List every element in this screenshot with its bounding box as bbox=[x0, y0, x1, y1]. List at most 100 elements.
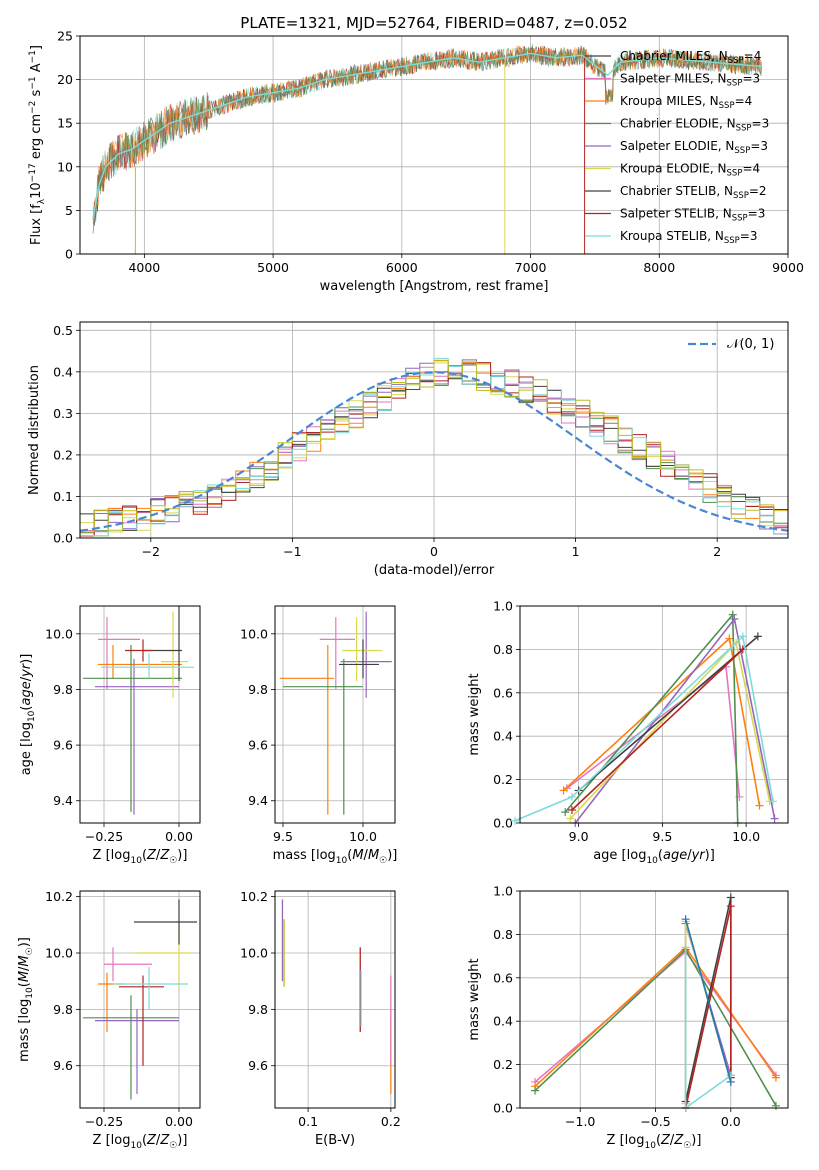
point-marker bbox=[559, 786, 568, 795]
y-tick-label: 10.0 bbox=[45, 626, 73, 641]
y-tick-label: 10.2 bbox=[240, 889, 268, 904]
x-tick-label: 1 bbox=[572, 544, 580, 559]
axes-frame bbox=[79, 605, 201, 824]
x-tick-label: 7000 bbox=[515, 260, 547, 275]
x-axis-label: mass [log10(M/M☉)] bbox=[273, 848, 398, 866]
series-line-7 bbox=[571, 648, 744, 811]
y-tick-label: 0.5 bbox=[53, 323, 73, 338]
y-axis-label: age [log10(age/yr)] bbox=[19, 654, 37, 776]
y-tick-label: 0.6 bbox=[493, 970, 513, 985]
mass-vs-ebv-panel: 0.1 0.2 9.6 9.8 10.0 10.2 E(B-V) bbox=[240, 889, 401, 1148]
legend-label: Chabrier MILES, NSSP=4 bbox=[620, 49, 761, 66]
x-tick-label: 6000 bbox=[386, 260, 418, 275]
y-tick-label: 0 bbox=[65, 247, 73, 262]
series-line-9 bbox=[684, 918, 732, 1083]
x-tick-label: 10.0 bbox=[732, 829, 760, 844]
y-tick-label: 0.4 bbox=[493, 729, 513, 744]
x-tick-label: 9.0 bbox=[569, 829, 589, 844]
x-tick-label: −0.25 bbox=[85, 1114, 123, 1129]
x-tick-label: 8000 bbox=[643, 260, 675, 275]
x-tick-label: 2 bbox=[713, 544, 721, 559]
series-line-8 bbox=[684, 947, 732, 1110]
histogram-panel: −2 −1 0 1 2 0.0 0.1 0.2 0.3 0.4 0.5 𝒩(0, 1) (data-mo… bbox=[27, 321, 789, 578]
y-tick-label: 10 bbox=[57, 159, 73, 174]
point-marker bbox=[730, 615, 739, 624]
y-tick-label: 9.4 bbox=[248, 793, 268, 808]
y-tick-label: 15 bbox=[57, 116, 73, 131]
spectrum-legend: Chabrier MILES, NSSP=4 Salpeter MILES, NS… bbox=[585, 49, 769, 246]
y-tick-label: 9.6 bbox=[53, 738, 73, 753]
x-tick-label: −1 bbox=[283, 544, 301, 559]
y-axis-label: Normed distribution bbox=[27, 365, 42, 495]
point-marker bbox=[725, 634, 734, 643]
mass-weight-vs-z-panel: −1.0 −0.5 0.0 0.0 0.2 0.4 0.6 0.8 1.0 Z [log10(Z/… bbox=[467, 884, 789, 1151]
point-marker bbox=[567, 792, 576, 801]
age-vs-mass-panel: 9.5 10.0 9.4 9.6 9.8 10.0 mass [log10(M/M☉)] bbox=[240, 605, 398, 866]
y-tick-label: 0.0 bbox=[493, 816, 513, 831]
point-marker bbox=[567, 805, 576, 814]
point-marker bbox=[755, 801, 764, 810]
x-tick-label: 0.00 bbox=[165, 829, 193, 844]
y-axis-label: mass weight bbox=[467, 673, 482, 755]
y-tick-label: 5 bbox=[65, 203, 73, 218]
y-tick-label: 0.2 bbox=[493, 772, 513, 787]
y-tick-label: 10.0 bbox=[240, 626, 268, 641]
legend-label: Kroupa STELIB, NSSP=3 bbox=[620, 229, 758, 246]
y-tick-label: 0.1 bbox=[53, 489, 73, 504]
y-tick-label: 1.0 bbox=[493, 884, 513, 899]
y-axis-label: Flux [fλ10−17 erg cm−2 s−1 A−1] bbox=[28, 45, 47, 245]
y-tick-label: 10.0 bbox=[45, 946, 73, 961]
x-axis-label: age [log10(age/yr)] bbox=[593, 848, 715, 866]
series-line-6 bbox=[578, 635, 759, 792]
y-axis-label: mass weight bbox=[467, 958, 482, 1040]
point-marker bbox=[728, 610, 737, 619]
point-marker bbox=[566, 814, 575, 823]
age-vs-z-panel: −0.25 0.00 9.4 9.6 9.8 10.0 Z [log10(Z/Z☉)] age… bbox=[19, 605, 201, 866]
y-tick-label: 9.8 bbox=[53, 1002, 73, 1017]
x-tick-label: 0 bbox=[430, 544, 438, 559]
y-tick-label: 9.8 bbox=[248, 682, 268, 697]
y-tick-label: 0.8 bbox=[493, 927, 513, 942]
y-tick-label: 0.3 bbox=[53, 406, 73, 421]
x-axis-label: (data-model)/error bbox=[374, 563, 495, 578]
legend-label: Kroupa MILES, NSSP=4 bbox=[620, 94, 752, 111]
point-marker bbox=[726, 902, 735, 911]
x-axis-label: E(B-V) bbox=[315, 1133, 355, 1148]
legend-label: Kroupa ELODIE, NSSP=4 bbox=[620, 162, 760, 179]
point-marker bbox=[726, 1077, 735, 1086]
series-line-7 bbox=[684, 906, 732, 1109]
x-tick-label: 10.0 bbox=[349, 829, 377, 844]
y-tick-label: 9.8 bbox=[53, 682, 73, 697]
point-marker bbox=[726, 893, 735, 902]
point-marker bbox=[770, 814, 779, 823]
x-tick-label: 0.0 bbox=[721, 1114, 741, 1129]
axes-frame bbox=[519, 890, 789, 1109]
legend-label: 𝒩(0, 1) bbox=[727, 337, 774, 352]
point-marker bbox=[753, 632, 762, 641]
legend-label: Chabrier STELIB, NSSP=2 bbox=[620, 184, 767, 201]
y-tick-label: 0.2 bbox=[493, 1057, 513, 1072]
x-tick-label: −0.25 bbox=[85, 829, 123, 844]
x-tick-label: 0.2 bbox=[381, 1114, 401, 1129]
point-marker bbox=[771, 1101, 780, 1110]
y-tick-label: 0.0 bbox=[53, 531, 73, 546]
y-tick-label: 0.6 bbox=[493, 685, 513, 700]
y-tick-label: 0.0 bbox=[493, 1101, 513, 1116]
y-tick-label: 9.8 bbox=[248, 1002, 268, 1017]
x-tick-label: 0.1 bbox=[298, 1114, 318, 1129]
axes-frame bbox=[519, 605, 789, 824]
x-tick-label: −0.5 bbox=[640, 1114, 670, 1129]
mass-vs-z-panel: −0.25 0.00 9.6 9.8 10.0 10.2 Z [log10(Z/Z☉)] ma… bbox=[17, 889, 201, 1151]
spectrum-panel: 4000 5000 6000 7000 8000 9000 0 5 10 15 20 25 Chabri… bbox=[28, 29, 804, 295]
spectrum-line-5 bbox=[92, 44, 763, 225]
axes-frame bbox=[274, 890, 396, 1109]
y-tick-label: 9.6 bbox=[248, 1058, 268, 1073]
y-tick-label: 0.8 bbox=[493, 642, 513, 657]
x-axis-label: Z [log10(Z/Z☉)] bbox=[607, 1133, 702, 1151]
y-tick-label: 9.6 bbox=[53, 1058, 73, 1073]
x-tick-label: 5000 bbox=[257, 260, 289, 275]
chart-title: PLATE=1321, MJD=52764, FIBERID=0487, z=0… bbox=[240, 14, 627, 32]
y-tick-label: 20 bbox=[57, 72, 73, 87]
point-marker bbox=[681, 943, 690, 952]
